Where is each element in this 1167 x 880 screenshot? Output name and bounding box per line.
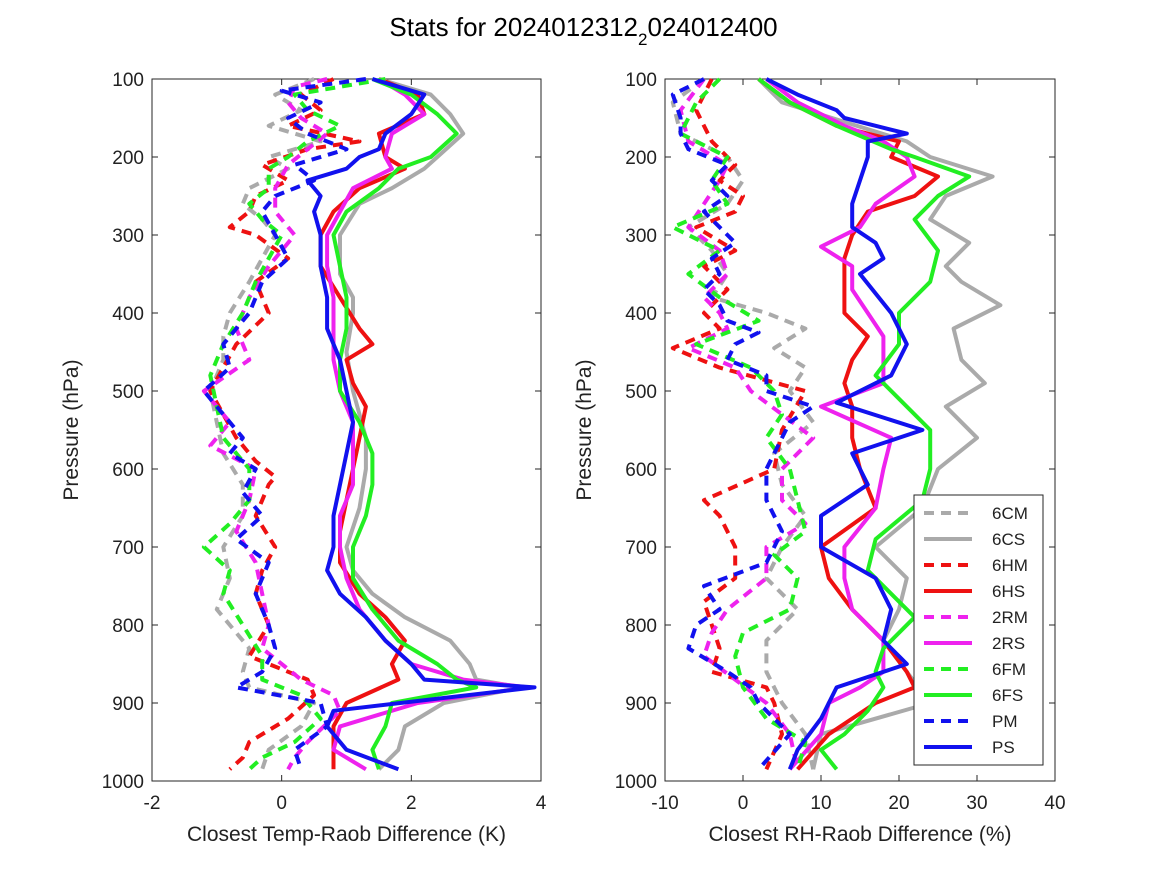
- series-line-pm: [201, 77, 367, 770]
- y-tick-label: 600: [625, 460, 657, 481]
- series-line-6fm: [201, 77, 386, 771]
- y-tick-label: 100: [625, 70, 657, 91]
- series-line-6cm: [670, 77, 816, 770]
- x-tick-label: -10: [651, 793, 678, 814]
- legend-label-pm: PM: [992, 712, 1018, 731]
- x-tick-label: 4: [536, 793, 547, 814]
- legend-label-2rm: 2RM: [992, 608, 1028, 627]
- x-tick-label: 0: [738, 793, 749, 814]
- legend-label-ps: PS: [992, 738, 1015, 757]
- legend-label-2rs: 2RS: [992, 634, 1025, 653]
- y-axis-label: Pressure (hPa): [60, 359, 83, 500]
- y-tick-label: 300: [112, 226, 144, 247]
- legend: 6CM 6CS 6HM 6HS 2RM 2RS 6FM 6FS PM PS: [913, 494, 1044, 766]
- figure-title-subscript: 2: [638, 30, 648, 49]
- x-tick-label: 2: [406, 793, 417, 814]
- y-tick-label: 1000: [102, 772, 144, 793]
- y-tick-label: 100: [112, 70, 144, 91]
- y-axis-label: Pressure (hPa): [573, 359, 596, 500]
- y-tick-label: 500: [625, 382, 657, 403]
- figure-title-prefix: Stats for 2024012312: [389, 12, 639, 42]
- legend-label-6hs: 6HS: [992, 582, 1025, 601]
- y-tick-label: 500: [112, 382, 144, 403]
- legend-label-6cm: 6CM: [992, 504, 1028, 523]
- x-tick-label: -2: [144, 793, 161, 814]
- temperature-difference-panel: -2 0 2 4 100 200 300 400 500 600 700 800 900 1000 Clos…: [60, 70, 547, 846]
- legend-label-6fm: 6FM: [992, 660, 1026, 679]
- y-tick-label: 400: [112, 304, 144, 325]
- series-line-6fm: [670, 77, 808, 770]
- series-line-pm: [670, 77, 816, 771]
- legend-label-6cs: 6CS: [992, 530, 1025, 549]
- x-axis-label: Closest RH-Raob Difference (%): [708, 823, 1011, 846]
- x-tick-label: 0: [276, 793, 287, 814]
- x-tick-label: 20: [888, 793, 909, 814]
- y-tick-label: 600: [112, 460, 144, 481]
- series-line-ps: [765, 77, 925, 771]
- y-tick-label: 400: [625, 304, 657, 325]
- plot-area-0: [151, 78, 542, 782]
- x-axis-label: Closest Temp-Raob Difference (K): [187, 823, 506, 846]
- y-tick-label: 200: [112, 148, 144, 169]
- legend-label-6hm: 6HM: [992, 556, 1028, 575]
- x-tick-label: 40: [1044, 793, 1065, 814]
- series-line-6fs: [757, 77, 972, 771]
- series-line-2rs: [765, 77, 917, 771]
- series-line-6hm: [208, 77, 362, 771]
- y-tick-label: 700: [625, 538, 657, 559]
- legend-label-6fs: 6FS: [992, 686, 1023, 705]
- x-tick-label: 10: [810, 793, 831, 814]
- series-line-6hs: [757, 77, 940, 771]
- y-tick-label: 700: [112, 538, 144, 559]
- y-tick-label: 300: [625, 226, 657, 247]
- series-line-6cs: [757, 77, 1003, 770]
- y-tick-label: 800: [625, 616, 657, 637]
- y-tick-label: 900: [625, 694, 657, 715]
- y-tick-label: 1000: [615, 772, 657, 793]
- figure-title: Stats for 20240123122024012400: [0, 12, 1167, 50]
- x-tick-label: 30: [966, 793, 987, 814]
- y-tick-label: 800: [112, 616, 144, 637]
- figure-title-suffix: 024012400: [647, 12, 778, 42]
- series-line-2rm: [678, 77, 816, 770]
- y-tick-label: 900: [112, 694, 144, 715]
- y-tick-label: 200: [625, 148, 657, 169]
- series-line-ps: [305, 77, 537, 772]
